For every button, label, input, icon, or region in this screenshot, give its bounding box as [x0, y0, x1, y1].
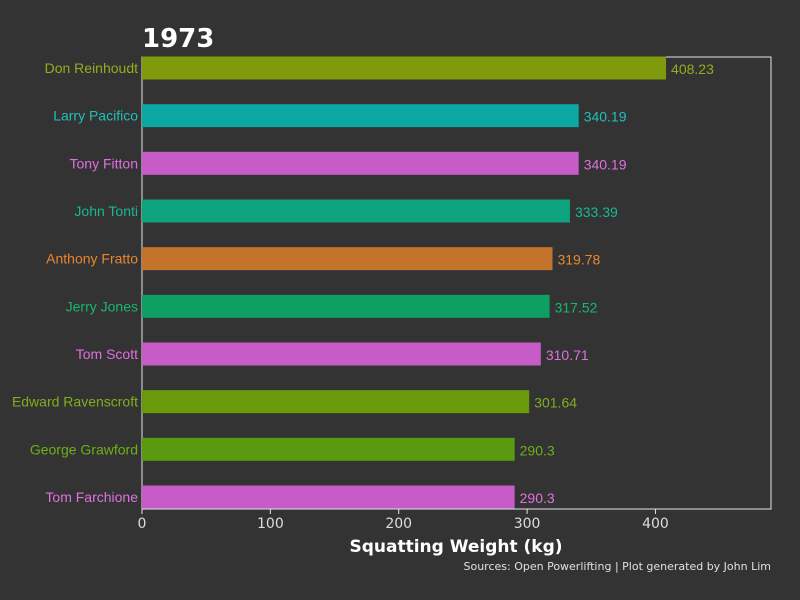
- chart-title: 1973: [142, 24, 214, 54]
- category-label: George Grawford: [30, 441, 138, 457]
- data-label: 319.78: [557, 252, 600, 268]
- bar: [142, 151, 579, 175]
- category-label: Edward Ravenscroft: [12, 394, 138, 410]
- bar: [142, 294, 550, 318]
- data-label: 310.71: [546, 347, 589, 363]
- bar: [142, 104, 579, 128]
- x-axis: 0 100 200 300 400: [138, 509, 669, 532]
- category-label: Anthony Fratto: [46, 251, 138, 267]
- data-label: 301.64: [534, 395, 577, 411]
- x-tick-label: 0: [138, 516, 147, 532]
- category-label: John Tonti: [74, 203, 138, 219]
- x-tick-label: 200: [385, 516, 412, 532]
- data-label: 333.39: [575, 204, 618, 220]
- bar: [142, 390, 530, 414]
- data-label: 317.52: [555, 299, 598, 315]
- category-label: Don Reinhoudt: [45, 60, 139, 76]
- x-tick-label: 400: [642, 516, 669, 532]
- source-note: Sources: Open Powerlifting | Plot genera…: [463, 560, 771, 573]
- category-label: Tom Scott: [76, 346, 138, 362]
- bar: [142, 485, 515, 509]
- category-label: Tony Fitton: [70, 155, 138, 171]
- data-label: 408.23: [671, 61, 714, 77]
- x-tick-label: 300: [514, 516, 541, 532]
- bar: [142, 342, 541, 366]
- category-label: Tom Farchione: [45, 489, 138, 505]
- bar: [142, 199, 570, 223]
- category-label: Larry Pacifico: [53, 108, 138, 124]
- x-tick-label: 100: [257, 516, 284, 532]
- bar: [142, 56, 667, 80]
- x-axis-label: Squatting Weight (kg): [349, 537, 562, 557]
- category-label: Jerry Jones: [66, 298, 138, 314]
- bar: [142, 247, 553, 271]
- data-label: 290.3: [520, 490, 555, 506]
- data-label: 290.3: [520, 442, 555, 458]
- bars-layer: Don Reinhoudt 408.23 Larry Pacifico 340.19 T…: [12, 56, 714, 509]
- bar: [142, 437, 515, 461]
- data-label: 340.19: [584, 109, 627, 125]
- data-label: 340.19: [584, 156, 627, 172]
